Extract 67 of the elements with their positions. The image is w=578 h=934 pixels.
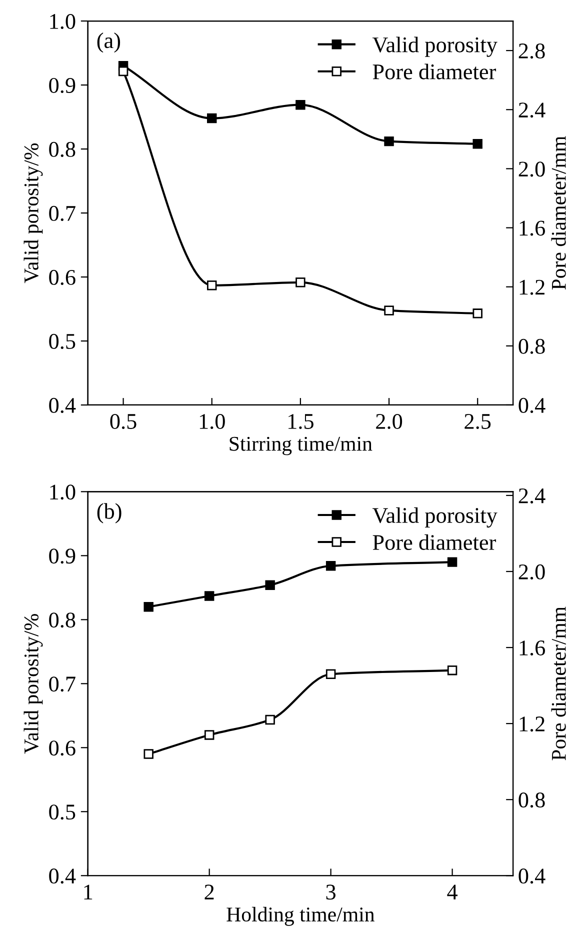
x-axis-title: Stirring time/min bbox=[230, 436, 372, 456]
annotation: (b) bbox=[97, 503, 122, 524]
y-tick-label: 0.7 bbox=[49, 676, 76, 692]
y-axis-title: Valid porosity/% bbox=[24, 143, 43, 284]
point bbox=[204, 591, 214, 601]
point bbox=[447, 665, 458, 676]
y-tick-label: 1.0 bbox=[50, 14, 76, 30]
y2-tick-label: 0.8 bbox=[518, 338, 545, 354]
point bbox=[265, 714, 275, 725]
y-axis-title: Valid porosity/% bbox=[24, 614, 43, 754]
point bbox=[472, 139, 482, 149]
y-tick-label: 0.8 bbox=[49, 142, 76, 158]
point bbox=[144, 602, 154, 612]
point bbox=[144, 749, 154, 759]
y2-tick-label: 1.2 bbox=[520, 716, 544, 732]
legend-label: Valid porosity bbox=[372, 507, 498, 528]
y2-tick-label: 2.0 bbox=[518, 162, 545, 177]
y-tick-label: 0.5 bbox=[49, 804, 76, 820]
y-tick-label: 0.5 bbox=[49, 334, 76, 350]
y-tick-label: 0.4 bbox=[49, 868, 76, 884]
y2-tick-label: 2.8 bbox=[518, 43, 545, 59]
y-tick-label: 0.9 bbox=[49, 78, 76, 94]
y2-tick-label: 1.6 bbox=[520, 220, 546, 236]
point bbox=[204, 730, 214, 740]
point bbox=[118, 66, 128, 76]
y2-tick-label: 2.0 bbox=[518, 564, 545, 580]
point bbox=[207, 113, 217, 124]
point bbox=[207, 280, 217, 290]
x-tick-label: 1.0 bbox=[200, 414, 225, 430]
point bbox=[326, 669, 336, 679]
legend-label: Pore diameter bbox=[372, 64, 496, 80]
y-tick-label: 1.0 bbox=[50, 484, 76, 500]
x-tick-label: 0.5 bbox=[110, 414, 136, 430]
point bbox=[296, 278, 306, 288]
y2-axis-title: Pore diameter/mm bbox=[551, 606, 566, 760]
annotation: (a) bbox=[97, 32, 120, 53]
y-tick-label: 0.8 bbox=[49, 612, 76, 628]
x-tick-label: 2.5 bbox=[464, 414, 491, 430]
point bbox=[447, 557, 458, 567]
y-tick-label: 0.4 bbox=[49, 398, 76, 414]
y2-tick-label: 2.4 bbox=[518, 102, 546, 118]
legend-label: Valid porosity bbox=[372, 36, 498, 57]
y2-tick-label: 0.4 bbox=[518, 398, 546, 414]
y-tick-label: 0.6 bbox=[49, 270, 76, 286]
point bbox=[296, 100, 306, 110]
y-tick-label: 0.9 bbox=[49, 548, 76, 564]
x-tick-label: 2.0 bbox=[376, 414, 402, 430]
y2-tick-label: 1.2 bbox=[520, 280, 544, 295]
point bbox=[326, 561, 336, 571]
y2-axis-title: Pore diameter/mm bbox=[551, 136, 566, 290]
y-tick-label: 0.6 bbox=[49, 740, 76, 756]
y2-tick-label: 0.8 bbox=[518, 792, 545, 808]
y2-tick-label: 0.4 bbox=[518, 868, 546, 884]
x-tick-label: 1 bbox=[84, 884, 92, 900]
y2-tick-label: 2.4 bbox=[518, 488, 546, 504]
point bbox=[265, 580, 275, 590]
point bbox=[384, 306, 394, 316]
legend-label: Pore diameter bbox=[372, 534, 496, 550]
y2-tick-label: 1.6 bbox=[520, 640, 546, 656]
point bbox=[472, 308, 482, 318]
x-tick-label: 1.5 bbox=[288, 414, 314, 430]
y-tick-label: 0.7 bbox=[49, 206, 76, 222]
x-axis-title: Holding time/min bbox=[226, 906, 374, 926]
x-tick-label: 4 bbox=[447, 884, 458, 900]
x-tick-label: 2 bbox=[204, 884, 214, 900]
x-tick-label: 3 bbox=[326, 884, 336, 900]
point bbox=[384, 136, 394, 146]
